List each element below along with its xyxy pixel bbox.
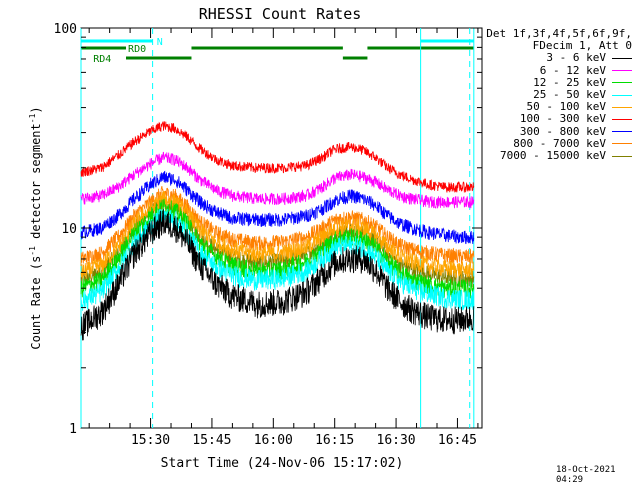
y-axis-label-main: Count Rate (s [29,256,43,350]
legend-entry-label: 3 - 6 keV [546,51,606,65]
y-axis-label-mid: detector segment [29,123,43,246]
y-axis-label-sup1: -1 [28,246,37,256]
legend-swatch [612,58,632,59]
legend-swatch [612,70,632,72]
legend-entry-label: 6 - 12 keV [539,63,606,77]
legend-entry: 800 - 7000 keV [480,136,632,150]
legend-entry: 7000 - 15000 keV [480,149,632,163]
y-tick-label: 1 [69,422,77,437]
legend-entry-label: 300 - 800 keV [519,124,606,138]
legend-entry: 100 - 300 keV [480,113,632,125]
x-tick-label: 16:15 [315,433,354,448]
legend-entry-label: 50 - 100 keV [526,100,606,114]
y-axis-label-sup2: -1 [28,113,37,123]
legend-entry-label: 800 - 7000 keV [513,136,606,150]
y-tick-label: 100 [54,22,77,37]
legend-swatch [612,94,632,96]
legend-header-line-2: FDecim 1, Att 0 [532,39,632,53]
flag-label-rd0: RD0 [128,44,146,55]
legend-entry: 25 - 50 keV [480,88,632,102]
x-axis-label: Start Time (24-Nov-06 15:17:02) [161,456,404,471]
legend-entry-label: 12 - 25 keV [533,75,606,89]
x-tick-label: 16:30 [377,433,416,448]
flag-bars: N RD0 RD4 [81,37,474,65]
series-line-300-800-kev [80,170,475,245]
y-axis-label-end: ) [29,106,43,113]
series-line-50-100-kev [80,190,475,279]
x-tick-label: 15:30 [131,433,170,448]
legend-entry: 50 - 100 keV [480,101,632,113]
legend-entry-label: 25 - 50 keV [533,88,606,102]
legend-swatch [612,119,632,121]
plot-frame [80,27,483,429]
legend: Det 1f,3f,4f,5f,6f,9f, FDecim 1, Att 0 3… [480,27,632,163]
flag-label-rd4: RD4 [93,54,111,65]
legend-entry: 300 - 800 keV [480,124,632,138]
legend-swatch [612,155,632,157]
series-line-100-300-kev [80,121,475,193]
legend-swatch [612,143,632,145]
series-line-3-6-kev [80,209,475,341]
y-tick-label: 10 [61,222,77,237]
chart-title: RHESSI Count Rates [199,5,362,23]
legend-entry: 3 - 6 keV [480,52,632,64]
flag-label-n: N [157,37,163,48]
series-group [80,121,475,341]
legend-swatch [612,82,632,84]
timestamp: 18-Oct-2021 04:29 [556,465,616,485]
x-tick-label: 16:00 [254,433,293,448]
legend-entry-label: 7000 - 15000 keV [500,149,606,163]
series-line-6-12-kev [80,151,475,209]
x-tick-label: 16:45 [438,433,477,448]
legend-swatch [612,106,632,108]
x-tick-label: 15:45 [192,433,231,448]
y-axis-label: Count Rate (s-1 detector segment-1) [28,106,43,349]
legend-entry: 6 - 12 keV [480,63,632,77]
legend-entry: 12 - 25 keV [480,75,632,89]
x-axis: 15:30 15:45 16:00 16:15 16:30 16:45 [88,28,479,448]
y-axis: 1 10 100 [54,22,482,437]
legend-swatch [612,131,632,133]
legend-header-line-1: Det 1f,3f,4f,5f,6f,9f, [486,27,632,40]
series-line-800-7000-kev [80,185,475,267]
legend-entry-label: 100 - 300 keV [519,112,606,126]
